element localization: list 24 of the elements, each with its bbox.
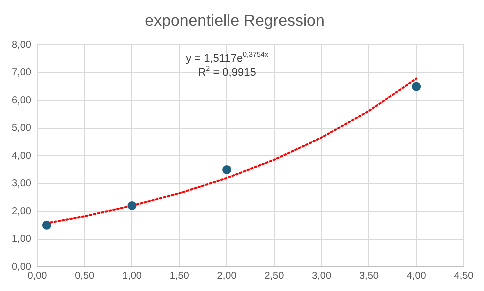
x-tick-label: 0,50 [75, 270, 96, 282]
x-tick-label: 2,00 [217, 270, 238, 282]
x-tick-label: 4,50 [454, 270, 474, 282]
y-tick-label: 6,00 [12, 95, 32, 106]
y-tick-label: 0,00 [12, 262, 32, 273]
x-tick-label: 2,50 [264, 270, 285, 282]
y-tick-label: 2,00 [12, 206, 32, 218]
y-tick-label: 7,00 [12, 68, 32, 79]
point [42, 220, 52, 230]
y-tick-label: 8,00 [12, 40, 32, 51]
x-tick-label: 3,50 [359, 270, 380, 282]
x-tick-label: 3,00 [312, 270, 332, 282]
x-tick-label: 1,50 [170, 270, 190, 282]
point [412, 82, 422, 92]
x-tick-label: 1,00 [122, 270, 142, 282]
chart-title: exponentielle Regression [145, 13, 325, 30]
point [222, 165, 232, 174]
y-tick-label: 1,00 [12, 234, 32, 246]
x-tick-label: 0,00 [28, 270, 48, 282]
point [128, 202, 137, 211]
y-tick-label: 4,00 [12, 150, 32, 162]
y-tick-label: 5,00 [12, 123, 32, 134]
y-tick-label: 3,00 [12, 178, 32, 190]
x-tick-label: 4,00 [406, 270, 427, 282]
